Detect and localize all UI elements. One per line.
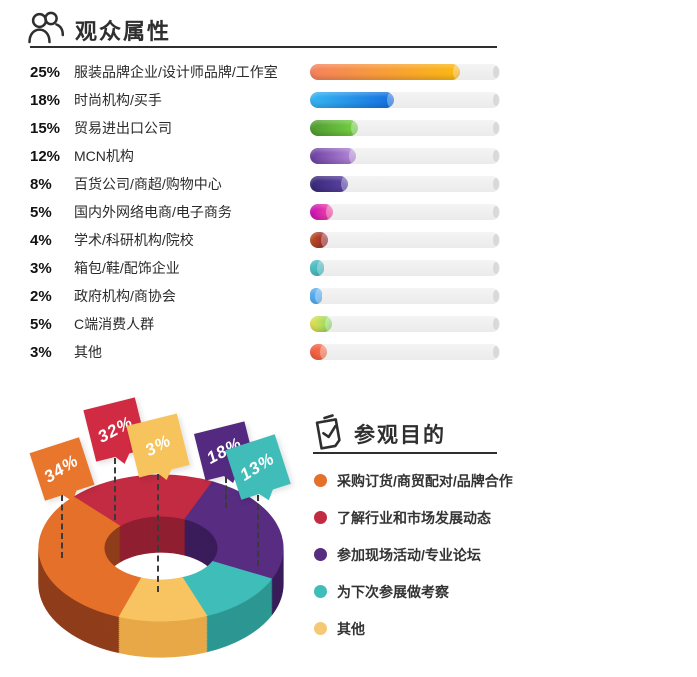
legend-dot (314, 474, 327, 487)
bar-track (310, 176, 500, 192)
bar-label: 其他 (74, 344, 102, 360)
legend-label: 了解行业和市场发展动态 (337, 509, 491, 526)
bar-fill (310, 176, 348, 192)
legend-label: 其他 (337, 620, 365, 637)
bar-row: 4% 学术/科研机构/院校 (0, 226, 520, 254)
legend-dot (314, 511, 327, 524)
bar-label: C端消费人群 (74, 316, 155, 332)
bar-percent: 2% (30, 287, 52, 305)
bar-fill (310, 260, 325, 276)
purpose-donut-chart (38, 474, 284, 658)
flag-percent: 34% (40, 450, 83, 487)
bar-label: 贸易进出口公司 (74, 120, 172, 136)
legend-dot (314, 622, 327, 635)
bar-track (310, 260, 500, 276)
bar-row: 18% 时尚机构/买手 (0, 86, 520, 114)
legend-dot (314, 548, 327, 561)
flag-pointer-line (157, 474, 159, 592)
bar-fill (310, 120, 358, 136)
bar-row: 8% 百货公司/商超/购物中心 (0, 170, 520, 198)
bar-percent: 4% (30, 231, 52, 249)
bar-row: 15% 贸易进出口公司 (0, 114, 520, 142)
bar-label: 政府机构/商协会 (74, 288, 176, 304)
bar-track (310, 316, 500, 332)
bar-label: MCN机构 (74, 148, 134, 164)
bar-row: 3% 箱包/鞋/配饰企业 (0, 254, 520, 282)
bar-fill (310, 316, 332, 332)
bar-label: 箱包/鞋/配饰企业 (74, 260, 180, 276)
bar-track (310, 204, 500, 220)
bar-track (310, 148, 500, 164)
legend-item: 参加现场活动/专业论坛 (314, 547, 513, 563)
bar-row: 5% 国内外网络电商/电子商务 (0, 198, 520, 226)
bar-fill (310, 344, 328, 360)
bar-fill (310, 148, 356, 164)
legend-dot (314, 585, 327, 598)
bar-fill (310, 92, 394, 108)
flag-pointer-line (61, 495, 63, 558)
bar-label: 学术/科研机构/院校 (74, 232, 194, 248)
bar-percent: 5% (30, 203, 52, 221)
bar-row: 25% 服装品牌企业/设计师品牌/工作室 (0, 58, 520, 86)
bar-label: 百货公司/商超/购物中心 (74, 176, 222, 192)
flag-percent: 13% (236, 448, 279, 485)
bar-percent: 3% (30, 259, 52, 277)
purpose-legend: 采购订货/商贸配对/品牌合作 了解行业和市场发展动态 参加现场活动/专业论坛 为下次参… (314, 473, 513, 659)
bar-percent: 12% (30, 147, 61, 165)
flag-percent: 3% (141, 430, 174, 460)
bar-percent: 5% (30, 315, 52, 333)
flag-pointer-line (257, 495, 259, 566)
legend-item: 采购订货/商贸配对/品牌合作 (314, 473, 513, 489)
legend-item: 为下次参展做考察 (314, 584, 513, 600)
flag-pointer-line (225, 477, 227, 508)
bar-fill (310, 204, 333, 220)
purpose-title: 参观目的 (354, 423, 446, 447)
bar-row: 2% 政府机构/商协会 (0, 282, 520, 310)
bar-track (310, 288, 500, 304)
bar-row: 3% 其他 (0, 338, 520, 366)
audience-divider (30, 46, 497, 48)
legend-label: 为下次参展做考察 (337, 583, 449, 600)
bar-label: 服装品牌企业/设计师品牌/工作室 (74, 64, 278, 80)
legend-item: 其他 (314, 621, 513, 637)
bar-percent: 15% (30, 119, 61, 137)
bar-track (310, 120, 500, 136)
people-icon (26, 9, 66, 50)
clipboard-check-icon (311, 412, 345, 455)
bar-fill (310, 288, 322, 304)
bar-track (310, 92, 500, 108)
bar-track (310, 232, 500, 248)
audience-section-header: 观众属性 (26, 9, 171, 50)
flag-pointer-line (114, 458, 116, 520)
bar-percent: 25% (30, 63, 61, 81)
bar-percent: 8% (30, 175, 52, 193)
legend-item: 了解行业和市场发展动态 (314, 510, 513, 526)
bar-row: 12% MCN机构 (0, 142, 520, 170)
bar-label: 国内外网络电商/电子商务 (74, 204, 232, 220)
purpose-divider (313, 452, 497, 454)
bar-track (310, 344, 500, 360)
legend-label: 采购订货/商贸配对/品牌合作 (337, 472, 513, 489)
audience-bar-chart: 25% 服装品牌企业/设计师品牌/工作室 18% 时尚机构/买手 15% 贸易进出口公司 1… (0, 58, 520, 366)
bar-track (310, 64, 500, 80)
bar-row: 5% C端消费人群 (0, 310, 520, 338)
bar-fill (310, 64, 461, 80)
purpose-section-header: 参观目的 (311, 412, 446, 455)
bar-fill (310, 232, 329, 248)
bar-percent: 3% (30, 343, 52, 361)
audience-title: 观众属性 (75, 18, 172, 44)
bar-percent: 18% (30, 91, 61, 109)
legend-label: 参加现场活动/专业论坛 (337, 546, 481, 563)
bar-label: 时尚机构/买手 (74, 92, 162, 108)
